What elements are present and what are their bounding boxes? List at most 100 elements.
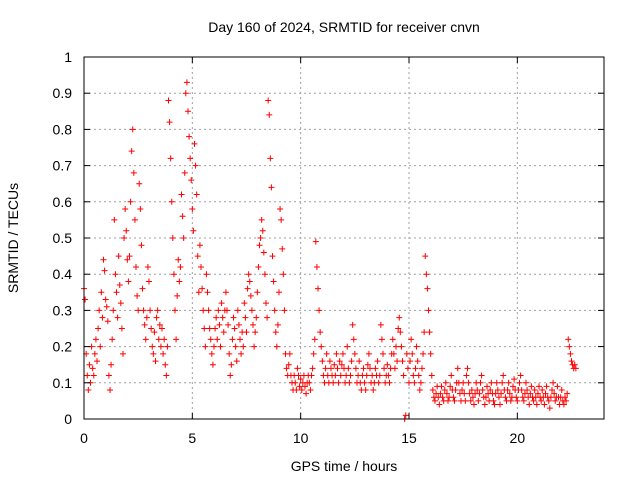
data-point (204, 289, 211, 296)
data-point (268, 184, 275, 191)
x-tick-label: 0 (80, 430, 88, 446)
data-point (393, 343, 399, 350)
data-point (211, 343, 217, 350)
data-point (128, 148, 135, 155)
data-point (172, 307, 178, 314)
data-point (538, 397, 545, 404)
data-point (272, 329, 279, 336)
data-point (311, 336, 318, 343)
data-point (306, 379, 313, 386)
data-point (112, 271, 119, 278)
data-point (302, 383, 308, 390)
data-point (422, 253, 429, 260)
data-point (129, 126, 136, 133)
data-point (322, 365, 329, 372)
data-point (216, 321, 223, 328)
data-point (333, 350, 340, 357)
data-point (173, 336, 180, 343)
data-point (243, 329, 250, 336)
data-point (326, 358, 333, 365)
data-point (447, 383, 454, 390)
data-point (516, 379, 523, 386)
data-point (225, 321, 232, 328)
data-point (317, 329, 324, 336)
data-point (547, 394, 554, 401)
data-point (274, 321, 281, 328)
data-point (415, 372, 422, 379)
data-point (448, 372, 455, 379)
data-point (337, 372, 344, 379)
data-point (531, 387, 538, 394)
data-point (419, 365, 425, 372)
data-point (240, 343, 247, 350)
data-point (178, 191, 185, 198)
data-point (365, 350, 372, 357)
data-point (280, 271, 287, 278)
data-point (492, 390, 499, 397)
data-point (156, 321, 163, 328)
data-point (133, 263, 139, 270)
data-point (186, 133, 193, 140)
data-point (200, 307, 207, 314)
data-point (424, 285, 431, 292)
data-point (189, 206, 196, 213)
data-point (82, 296, 89, 303)
data-point (237, 336, 243, 343)
data-point (462, 397, 469, 404)
y-tick-label: 0.6 (53, 194, 73, 210)
data-point (202, 343, 209, 350)
data-point (463, 372, 470, 379)
data-point (109, 336, 116, 343)
data-point (86, 361, 93, 368)
data-point (265, 97, 272, 104)
data-point (104, 318, 111, 325)
data-point (370, 387, 377, 394)
data-point (541, 401, 548, 408)
data-point (427, 350, 434, 357)
data-point (105, 372, 112, 379)
data-point (270, 278, 277, 285)
data-point (498, 390, 505, 397)
data-point (114, 314, 121, 321)
data-point (307, 387, 314, 394)
data-point (338, 361, 345, 368)
data-point (499, 379, 506, 386)
data-point (222, 289, 229, 296)
data-point (241, 300, 248, 307)
data-point (506, 390, 513, 397)
data-point (335, 379, 342, 386)
data-point (157, 343, 164, 350)
data-point (316, 307, 323, 314)
data-point (125, 278, 132, 285)
data-point (182, 90, 189, 97)
data-point (437, 390, 444, 397)
x-tick-label: 10 (293, 430, 309, 446)
data-point (500, 372, 507, 379)
data-point (271, 307, 278, 314)
data-point (258, 216, 265, 223)
data-point (92, 336, 99, 343)
data-point (230, 314, 237, 321)
data-point (120, 350, 126, 357)
data-point (438, 383, 445, 390)
data-point (465, 379, 472, 386)
data-point (425, 307, 432, 314)
data-point (348, 358, 355, 365)
data-point (451, 397, 458, 404)
data-point (219, 314, 226, 321)
data-point (334, 365, 341, 372)
data-point (203, 271, 210, 278)
data-point (198, 263, 204, 270)
data-point (160, 350, 167, 357)
data-point (103, 303, 110, 310)
data-point (108, 361, 115, 368)
data-point (484, 383, 490, 390)
data-point (187, 155, 194, 162)
data-point (144, 263, 151, 270)
data-point (168, 198, 175, 205)
data-point (174, 292, 181, 299)
data-point (276, 289, 282, 296)
data-point (180, 235, 187, 241)
data-point (404, 365, 411, 372)
data-point (99, 314, 106, 321)
